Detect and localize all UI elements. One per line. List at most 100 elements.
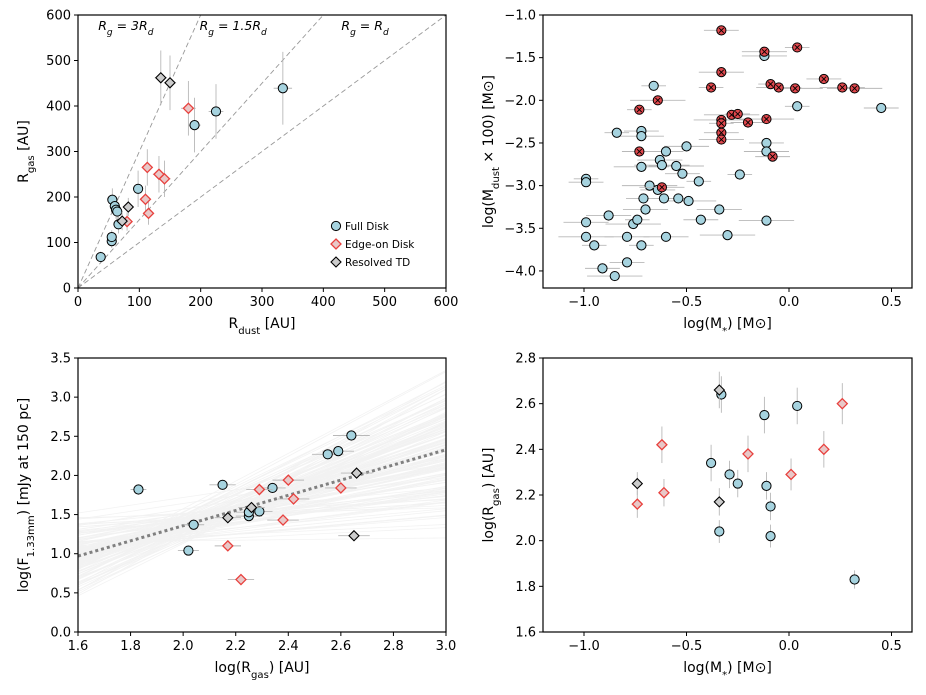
fit-sample: [78, 441, 446, 558]
fit-sample: [78, 424, 446, 579]
x-tick-label: −0.5: [671, 295, 703, 310]
y-tick-label: 200: [46, 191, 71, 206]
data-point-full: [693, 176, 704, 187]
x-tick-label: 0.0: [779, 639, 800, 654]
fit-sample: [78, 466, 446, 536]
y-tick-label: 600: [46, 9, 71, 24]
ref-line-2: [78, 15, 446, 288]
data-point-full: [217, 479, 228, 490]
data-point-stack-x2: [735, 111, 741, 117]
data-point-full: [603, 210, 614, 221]
data-point-full: [644, 180, 655, 191]
data-point-stack: [634, 104, 645, 115]
fit-sample: [78, 537, 446, 543]
x-tick-label: 1.8: [120, 639, 141, 654]
fit-sample: [78, 517, 446, 548]
x-tick-label: 1.6: [68, 639, 89, 654]
data-point-full: [638, 193, 649, 204]
data-point-full: [671, 160, 682, 172]
data-point-stack: [742, 117, 754, 128]
fit-sample: [78, 434, 446, 569]
data-point-edge: [182, 102, 195, 115]
y-tick-label: 100: [46, 236, 71, 251]
data-point-edge: [287, 492, 300, 505]
data-point-stack: [765, 79, 776, 90]
data-point-full: [580, 217, 592, 228]
data-point-full: [636, 161, 647, 172]
fit-sample: [78, 524, 446, 542]
ref-line-label-1-part: d: [261, 28, 267, 38]
fit-sample: [78, 415, 446, 593]
data-point-full: [734, 169, 745, 180]
data-point-stack: [732, 108, 743, 120]
fit-sample: [78, 458, 446, 554]
ref-line-label-2: Rg = Rd: [341, 18, 389, 38]
data-point-full: [792, 101, 803, 112]
fit-sample: [78, 370, 446, 565]
data-point-full: [724, 469, 735, 480]
data-point-edge: [334, 482, 347, 494]
data-point-full: [106, 231, 117, 243]
fit-sample: [78, 437, 446, 569]
y-tick-label: 300: [46, 145, 71, 160]
data-point-stack-x2: [636, 148, 643, 155]
data-point-full: [189, 120, 200, 131]
fit-sample: [78, 426, 446, 560]
legend-marker-td: [330, 256, 342, 268]
data-point-edge: [158, 172, 171, 185]
data-point-td: [631, 477, 644, 490]
series-edge: [631, 383, 849, 518]
data-point-full: [656, 160, 668, 171]
data-point-full: [267, 482, 278, 494]
data-point-stack: [767, 151, 778, 162]
data-point-td: [155, 72, 167, 84]
y-tick-label: −1.0: [504, 9, 536, 24]
y-tick-label: 400: [46, 100, 71, 115]
data-point-full: [580, 177, 592, 188]
data-point-stack-x2: [851, 85, 858, 92]
fit-sample: [78, 430, 446, 562]
data-point-stack-x2: [708, 84, 714, 91]
y-tick-label: −3.5: [504, 222, 536, 237]
fit-sample: [78, 473, 446, 541]
y-tick-label: −4.0: [504, 264, 536, 279]
y-tick-label: 3.0: [50, 391, 71, 406]
x-tick-label: 2.6: [331, 639, 352, 654]
fit-sample: [78, 442, 446, 562]
data-point-stack-x2: [794, 44, 800, 51]
data-point-full: [611, 127, 622, 138]
fit-samples: [78, 370, 446, 597]
data-point-td: [116, 215, 128, 227]
x-axis-label-part: *: [722, 670, 727, 681]
ref-line-label-1-part: g: [208, 28, 214, 38]
panel-rgas-vs-mstar: −1.0 −0.5 0.0 0.5 1.6 1.8 2.0 2.2 2.4 2.6 2.8 log(M…: [481, 352, 913, 681]
data-point-td: [245, 501, 258, 514]
data-point-full: [183, 545, 194, 556]
fit-sample: [78, 416, 446, 579]
fit-sample: [78, 501, 446, 549]
fit-sample: [78, 421, 446, 588]
data-point-full: [112, 206, 123, 217]
fit-line: [78, 448, 446, 558]
data-point-full: [849, 574, 860, 585]
fit-sample: [78, 464, 446, 545]
data-point-full: [706, 457, 717, 469]
data-point-full: [133, 484, 144, 495]
ref-line-label-0-part: R: [98, 18, 107, 33]
data-point-stack-x2: [763, 116, 770, 122]
series-full: [130, 430, 370, 556]
y-tick-label: −2.5: [504, 136, 536, 151]
data-point-stack-x2: [718, 136, 725, 143]
fit-sample: [78, 430, 446, 564]
x-tick-label: 0.0: [779, 295, 800, 310]
data-point-full: [765, 501, 776, 512]
data-point-edge: [253, 483, 266, 496]
fit-sample: [78, 444, 446, 566]
x-tick-label: 2.4: [278, 639, 299, 654]
data-point-edge: [631, 498, 644, 511]
data-point-td: [164, 77, 176, 89]
fit-sample: [78, 486, 446, 550]
ref-line-label-1-part: = 1.5R: [214, 18, 261, 33]
x-tick-label: 0.5: [881, 295, 902, 310]
